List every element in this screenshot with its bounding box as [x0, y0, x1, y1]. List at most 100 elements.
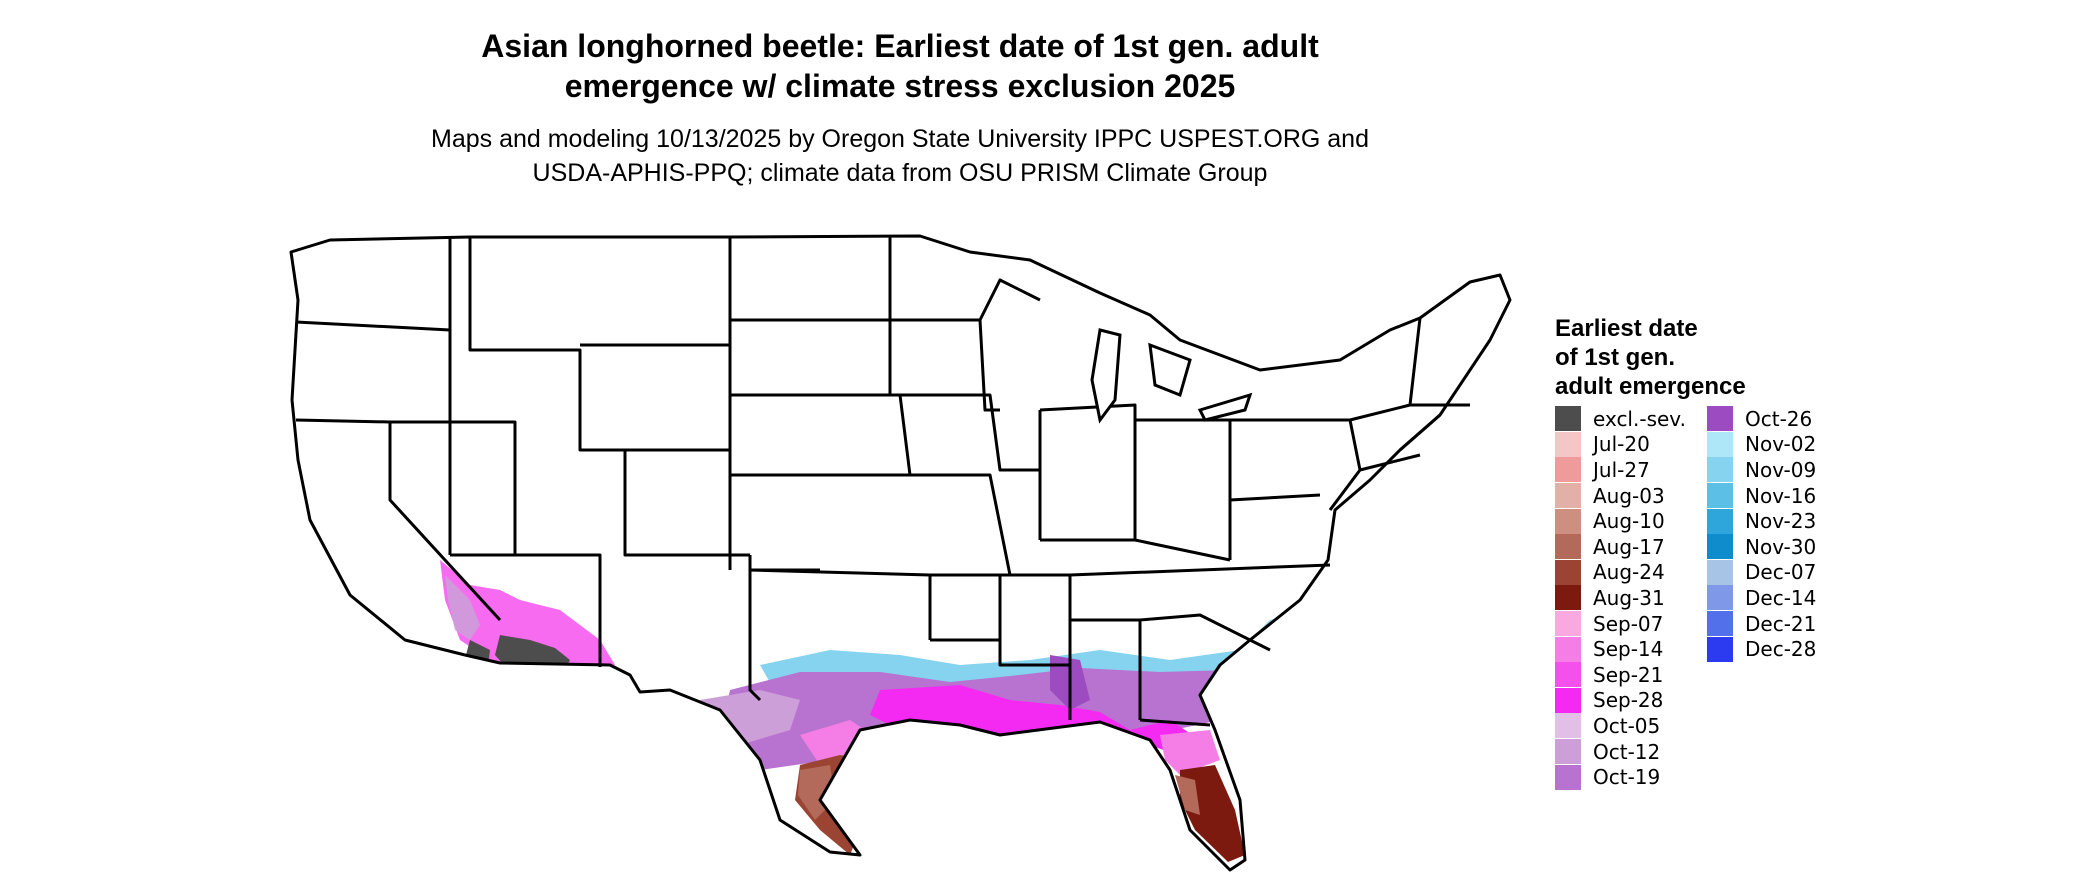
- legend-label: Dec-07: [1745, 560, 1817, 585]
- legend-label: Jul-27: [1593, 457, 1650, 482]
- legend-title-line-2: of 1st gen.: [1555, 344, 1676, 371]
- legend-label: excl.-sev.: [1593, 406, 1686, 431]
- legend-swatch: [1555, 713, 1581, 739]
- legend-label: Jul-20: [1593, 432, 1650, 457]
- legend-swatch: [1555, 559, 1581, 585]
- legend-item: Sep-07: [1555, 611, 1686, 637]
- legend-swatch: [1707, 585, 1733, 611]
- great-lakes: [1090, 328, 1253, 424]
- lake-michigan: [1090, 328, 1122, 424]
- legend-swatch: [1555, 611, 1581, 637]
- legend-swatch: [1707, 534, 1733, 560]
- legend-swatch: [1707, 406, 1733, 432]
- legend-item: Oct-26: [1707, 406, 1816, 432]
- legend-item: Jul-20: [1555, 431, 1686, 458]
- legend-label: Dec-14: [1745, 585, 1817, 610]
- legend-label: Aug-10: [1593, 509, 1665, 534]
- legend-item: Sep-14: [1555, 636, 1686, 662]
- legend-label: Sep-14: [1593, 637, 1664, 662]
- zone-southwest-brown: [468, 660, 485, 680]
- legend-item: Nov-30: [1707, 534, 1816, 560]
- legend-item: Aug-31: [1555, 585, 1686, 611]
- legend-item: Aug-24: [1555, 559, 1686, 586]
- legend-label: Nov-09: [1745, 457, 1817, 482]
- legend-item: Nov-09: [1707, 457, 1816, 483]
- legend-swatch: [1555, 431, 1581, 457]
- legend-swatch: [1555, 457, 1581, 483]
- legend-column-1: excl.-sev. Jul-20 Jul-27 Aug-03 Aug-10 Aug-17…: [1555, 406, 1686, 790]
- legend-swatch: [1555, 687, 1581, 713]
- title-line-1: Asian longhorned beetle: Earliest date o…: [481, 28, 1319, 64]
- legend-label: Sep-21: [1593, 662, 1664, 687]
- legend-title: Earliest date of 1st gen. adult emergenc…: [1555, 314, 1815, 401]
- legend-column-2: Oct-26 Nov-02 Nov-09 Nov-16 Nov-23 Nov-30 Dec-…: [1707, 406, 1816, 662]
- legend-title-line-1: Earliest date: [1555, 315, 1698, 342]
- legend-item: Jul-27: [1555, 457, 1686, 483]
- zone-southwest-lavender: [445, 575, 480, 640]
- legend-swatch: [1555, 406, 1581, 432]
- legend-label: Oct-05: [1593, 713, 1661, 738]
- legend-item: Dec-07: [1707, 559, 1817, 586]
- legend-swatch: [1707, 431, 1733, 457]
- legend-swatch: [1555, 636, 1581, 662]
- legend-item: Aug-10: [1555, 508, 1686, 534]
- legend-item: Nov-02: [1707, 431, 1817, 458]
- legend-label: Sep-28: [1593, 688, 1664, 713]
- legend-label: Aug-24: [1593, 560, 1665, 585]
- map-subtitle: Maps and modeling 10/13/2025 by Oregon S…: [300, 122, 1500, 190]
- border-south-central: [930, 563, 1331, 727]
- legend-item: Dec-14: [1707, 585, 1816, 611]
- legend-swatch: [1707, 559, 1733, 585]
- legend-swatch: [1707, 508, 1733, 534]
- legend-item: Oct-19: [1555, 764, 1686, 790]
- legend-swatch: [1555, 534, 1581, 560]
- legend-item: Aug-03: [1555, 483, 1686, 509]
- legend-label: Nov-02: [1745, 432, 1817, 457]
- legend-label: Dec-28: [1745, 637, 1817, 662]
- legend-swatch: [1707, 636, 1733, 662]
- legend-item: Sep-28: [1555, 687, 1686, 714]
- legend-swatch: [1555, 764, 1581, 790]
- legend-item: Aug-17: [1555, 534, 1686, 560]
- legend-label: Aug-17: [1593, 534, 1665, 559]
- border-east: [1229, 317, 1470, 511]
- legend-item: Oct-05: [1555, 713, 1686, 739]
- map-title: Asian longhorned beetle: Earliest date o…: [300, 26, 1500, 106]
- state-borders: [289, 234, 1512, 872]
- subtitle-line-2: USDA-APHIS-PPQ; climate data from OSU PR…: [532, 159, 1268, 187]
- legend-item: Nov-23: [1707, 508, 1816, 534]
- legend-label: Nov-16: [1745, 483, 1817, 508]
- title-line-2: emergence w/ climate stress exclusion 20…: [564, 68, 1236, 104]
- legend-item: excl.-sev.: [1555, 406, 1686, 432]
- us-outline: [289, 234, 1512, 872]
- zone-florida-magenta: [1160, 730, 1220, 775]
- legend-label: Sep-07: [1593, 611, 1664, 636]
- legend-swatch: [1555, 483, 1581, 509]
- legend-item: Nov-16: [1707, 483, 1816, 509]
- legend-item: Dec-28: [1707, 636, 1816, 662]
- legend-item: Dec-21: [1707, 611, 1816, 637]
- legend-swatch: [1707, 483, 1733, 509]
- legend-swatch: [1707, 457, 1733, 483]
- legend-label: Nov-30: [1745, 534, 1817, 559]
- legend-label: Aug-31: [1593, 585, 1665, 610]
- legend-label: Oct-12: [1593, 739, 1661, 764]
- legend-label: Oct-26: [1745, 406, 1813, 431]
- legend-label: Nov-23: [1745, 509, 1817, 534]
- legend-label: Oct-19: [1593, 765, 1661, 790]
- legend-swatch: [1555, 585, 1581, 611]
- lake-huron: [1148, 342, 1192, 398]
- legend-swatch: [1555, 662, 1581, 688]
- legend-label: Dec-21: [1745, 611, 1817, 636]
- legend-item: Sep-21: [1555, 662, 1686, 688]
- legend-swatch: [1555, 739, 1581, 765]
- us-land: [291, 236, 1510, 870]
- legend-swatch: [1707, 611, 1733, 637]
- subtitle-line-1: Maps and modeling 10/13/2025 by Oregon S…: [431, 125, 1369, 153]
- legend-label: Aug-03: [1593, 483, 1665, 508]
- lake-erie: [1197, 392, 1253, 422]
- border-west: [295, 237, 750, 667]
- legend-title-line-3: adult emergence: [1555, 373, 1746, 400]
- legend-item: Oct-12: [1555, 739, 1686, 765]
